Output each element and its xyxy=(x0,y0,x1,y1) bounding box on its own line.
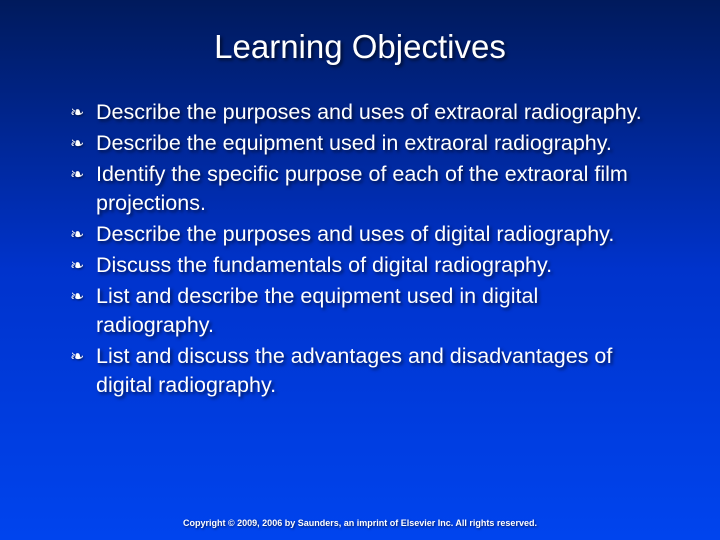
bullet-text: Describe the equipment used in extraoral… xyxy=(96,129,612,158)
bullet-text: Describe the purposes and uses of extrao… xyxy=(96,98,642,127)
bullet-icon: ❧ xyxy=(70,282,96,311)
bullet-text: Discuss the fundamentals of digital radi… xyxy=(96,251,552,280)
slide-title: Learning Objectives xyxy=(60,28,660,66)
list-item: ❧ Describe the equipment used in extraor… xyxy=(70,129,660,158)
bullet-icon: ❧ xyxy=(70,342,96,371)
bullet-icon: ❧ xyxy=(70,160,96,189)
bullet-text: List and describe the equipment used in … xyxy=(96,282,660,340)
list-item: ❧ Identify the specific purpose of each … xyxy=(70,160,660,218)
copyright-footer: Copyright © 2009, 2006 by Saunders, an i… xyxy=(0,518,720,528)
bullet-icon: ❧ xyxy=(70,251,96,280)
list-item: ❧ Discuss the fundamentals of digital ra… xyxy=(70,251,660,280)
bullet-text: List and discuss the advantages and disa… xyxy=(96,342,660,400)
bullet-icon: ❧ xyxy=(70,220,96,249)
bullet-icon: ❧ xyxy=(70,129,96,158)
list-item: ❧ Describe the purposes and uses of extr… xyxy=(70,98,660,127)
bullet-text: Describe the purposes and uses of digita… xyxy=(96,220,614,249)
bullet-list: ❧ Describe the purposes and uses of extr… xyxy=(60,98,660,400)
list-item: ❧ List and discuss the advantages and di… xyxy=(70,342,660,400)
list-item: ❧ Describe the purposes and uses of digi… xyxy=(70,220,660,249)
bullet-text: Identify the specific purpose of each of… xyxy=(96,160,660,218)
slide-container: Learning Objectives ❧ Describe the purpo… xyxy=(0,0,720,540)
bullet-icon: ❧ xyxy=(70,98,96,127)
list-item: ❧ List and describe the equipment used i… xyxy=(70,282,660,340)
